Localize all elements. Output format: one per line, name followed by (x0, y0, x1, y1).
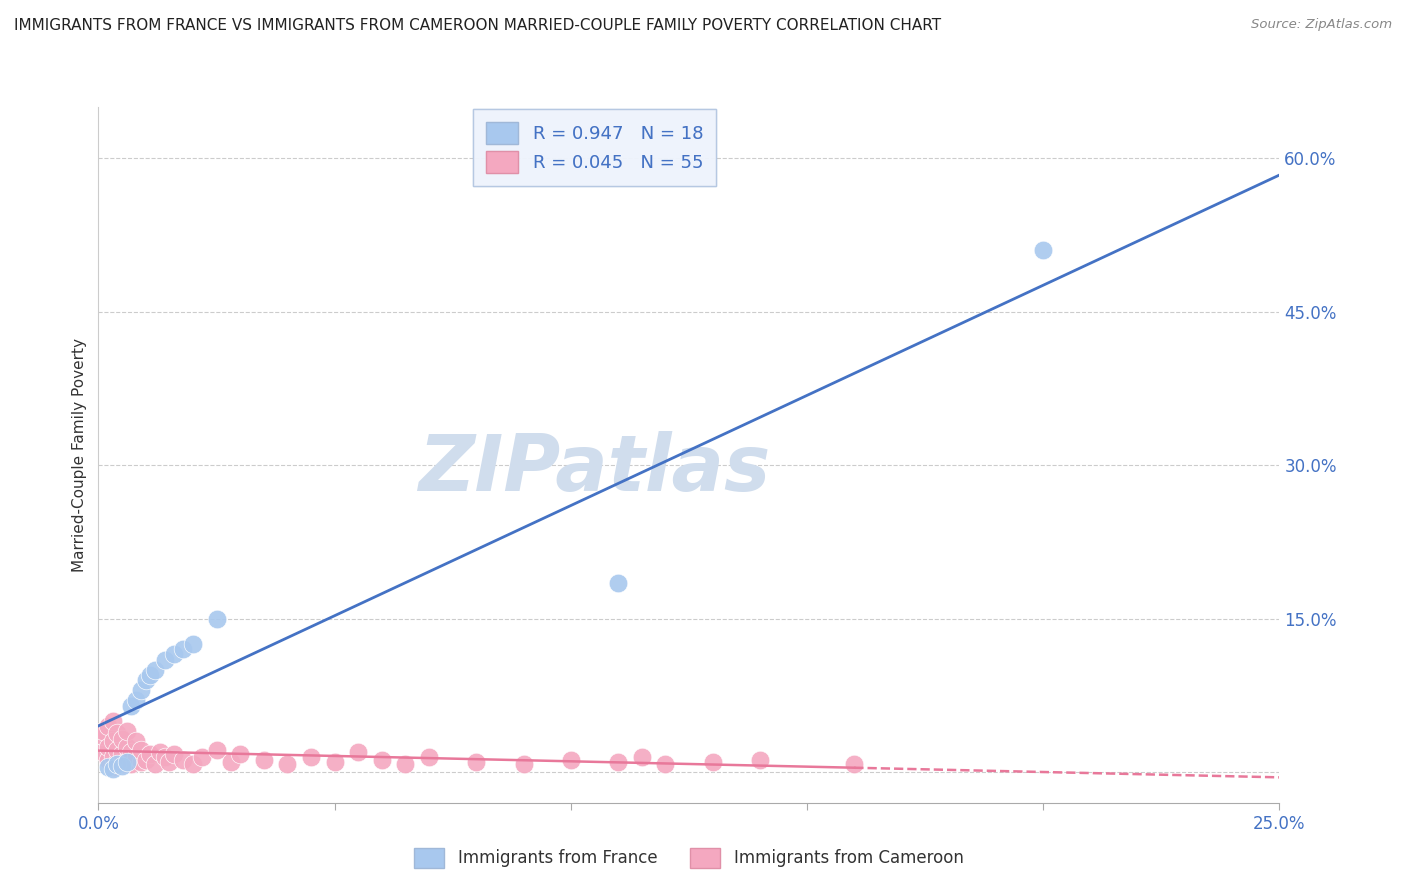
Point (702, 755, 724, 769)
Point (115, 755, 138, 769)
Point (163, 747, 186, 761)
Point (394, 756, 416, 771)
Point (229, 747, 252, 761)
Point (347, 745, 370, 759)
Point (149, 745, 172, 759)
Point (172, 753, 194, 767)
Point (101, 762, 124, 776)
Point (181, 756, 204, 771)
Point (125, 693, 148, 707)
Point (105, 742, 128, 756)
Point (129, 683, 152, 698)
Point (111, 756, 134, 771)
Point (205, 742, 228, 756)
Point (121, 698, 143, 713)
Point (139, 668, 162, 682)
Point (371, 753, 394, 767)
Point (299, 749, 322, 764)
Point (121, 745, 143, 759)
Point (105, 756, 128, 771)
Text: Source: ZipAtlas.com: Source: ZipAtlas.com (1251, 18, 1392, 31)
Point (129, 755, 152, 769)
Point (844, 756, 866, 771)
Point (125, 749, 148, 764)
Point (654, 756, 676, 771)
Point (465, 755, 488, 769)
Point (101, 734, 124, 748)
Point (157, 755, 180, 769)
Point (121, 756, 143, 771)
Point (111, 747, 134, 761)
Point (101, 760, 124, 774)
Point (172, 642, 194, 657)
Point (139, 747, 162, 761)
Point (111, 759, 134, 773)
Text: IMMIGRANTS FROM FRANCE VS IMMIGRANTS FROM CAMEROON MARRIED-COUPLE FAMILY POVERTY: IMMIGRANTS FROM FRANCE VS IMMIGRANTS FRO… (14, 18, 941, 33)
Point (560, 753, 582, 767)
Point (219, 755, 242, 769)
Point (97, 760, 120, 774)
Point (97, 719, 120, 733)
Point (97, 753, 120, 767)
Point (191, 749, 214, 764)
Point (111, 732, 134, 747)
Legend: R = 0.947   N = 18, R = 0.045   N = 55: R = 0.947 N = 18, R = 0.045 N = 55 (472, 109, 716, 186)
Point (143, 756, 166, 771)
Point (418, 749, 440, 764)
Point (153, 652, 176, 666)
Point (101, 714, 124, 728)
Point (115, 753, 138, 767)
Point (125, 734, 148, 748)
Point (163, 648, 186, 662)
Point (153, 749, 176, 764)
Point (323, 755, 346, 769)
Point (105, 726, 128, 740)
Point (91, 729, 114, 743)
Point (276, 756, 298, 771)
Point (105, 755, 128, 769)
Point (91, 745, 114, 759)
Point (101, 749, 124, 764)
Point (91, 724, 114, 739)
Point (512, 756, 534, 771)
Point (135, 753, 157, 767)
Point (253, 753, 276, 767)
Y-axis label: Married-Couple Family Poverty: Married-Couple Family Poverty (72, 338, 87, 572)
Point (205, 612, 228, 626)
Point (115, 724, 138, 739)
Point (1032, 244, 1054, 258)
Point (143, 663, 166, 677)
Point (115, 739, 138, 754)
Point (607, 575, 630, 590)
Point (607, 755, 630, 769)
Legend: Immigrants from France, Immigrants from Cameroon: Immigrants from France, Immigrants from … (408, 841, 970, 875)
Point (129, 742, 152, 756)
Text: ZIPatlas: ZIPatlas (419, 431, 770, 507)
Point (181, 637, 204, 651)
Point (135, 673, 157, 687)
Point (97, 739, 120, 754)
Point (630, 749, 652, 764)
Point (748, 753, 770, 767)
